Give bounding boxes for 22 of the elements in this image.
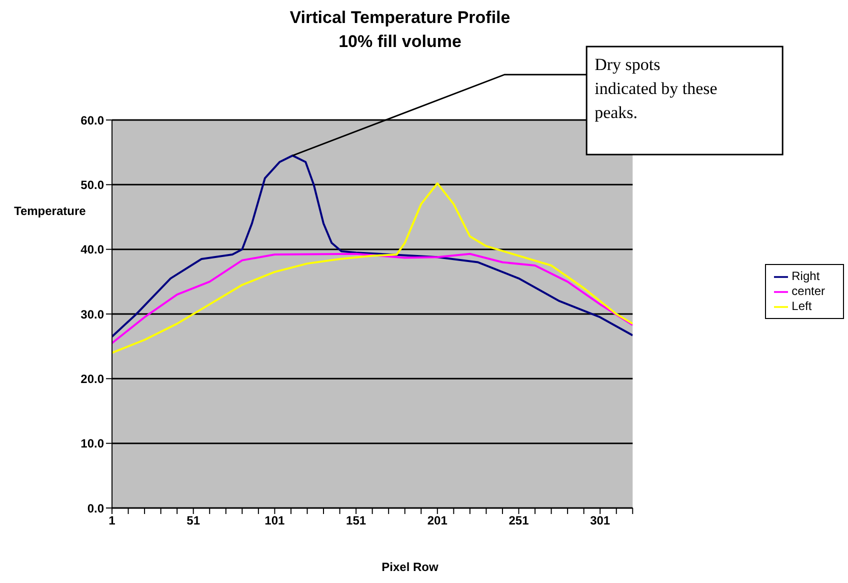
y-axis-title: Temperature <box>14 204 86 218</box>
annotation: Dry spots indicated by these peaks. <box>594 54 718 124</box>
legend-label: center <box>792 284 825 298</box>
y-tick-label: 60.0 <box>80 113 104 128</box>
chart-subtitle: 10% fill volume <box>338 31 462 53</box>
y-tick-label: 30.0 <box>80 307 104 322</box>
y-tick-label: 20.0 <box>80 372 104 386</box>
x-axis-title: Pixel Row <box>380 560 440 574</box>
y-tick-label: 50.0 <box>80 178 104 192</box>
y-tick-label: 10.0 <box>80 436 104 451</box>
y-tick-label: 40.0 <box>80 242 104 257</box>
legend-label: Right <box>792 269 820 284</box>
y-tick-label: 0.0 <box>87 501 104 516</box>
x-tick-label: 151 <box>346 514 366 528</box>
x-tick-label: 1 <box>108 514 116 528</box>
x-tick-label: 51 <box>186 514 200 528</box>
legend-label: Left <box>792 298 812 313</box>
x-tick-label: 201 <box>427 514 448 528</box>
x-tick-label: 301 <box>590 514 610 528</box>
x-tick-label: 251 <box>508 514 530 528</box>
chart-title: Virtical Temperature Profile <box>288 7 512 29</box>
x-tick-label: 101 <box>264 514 286 528</box>
